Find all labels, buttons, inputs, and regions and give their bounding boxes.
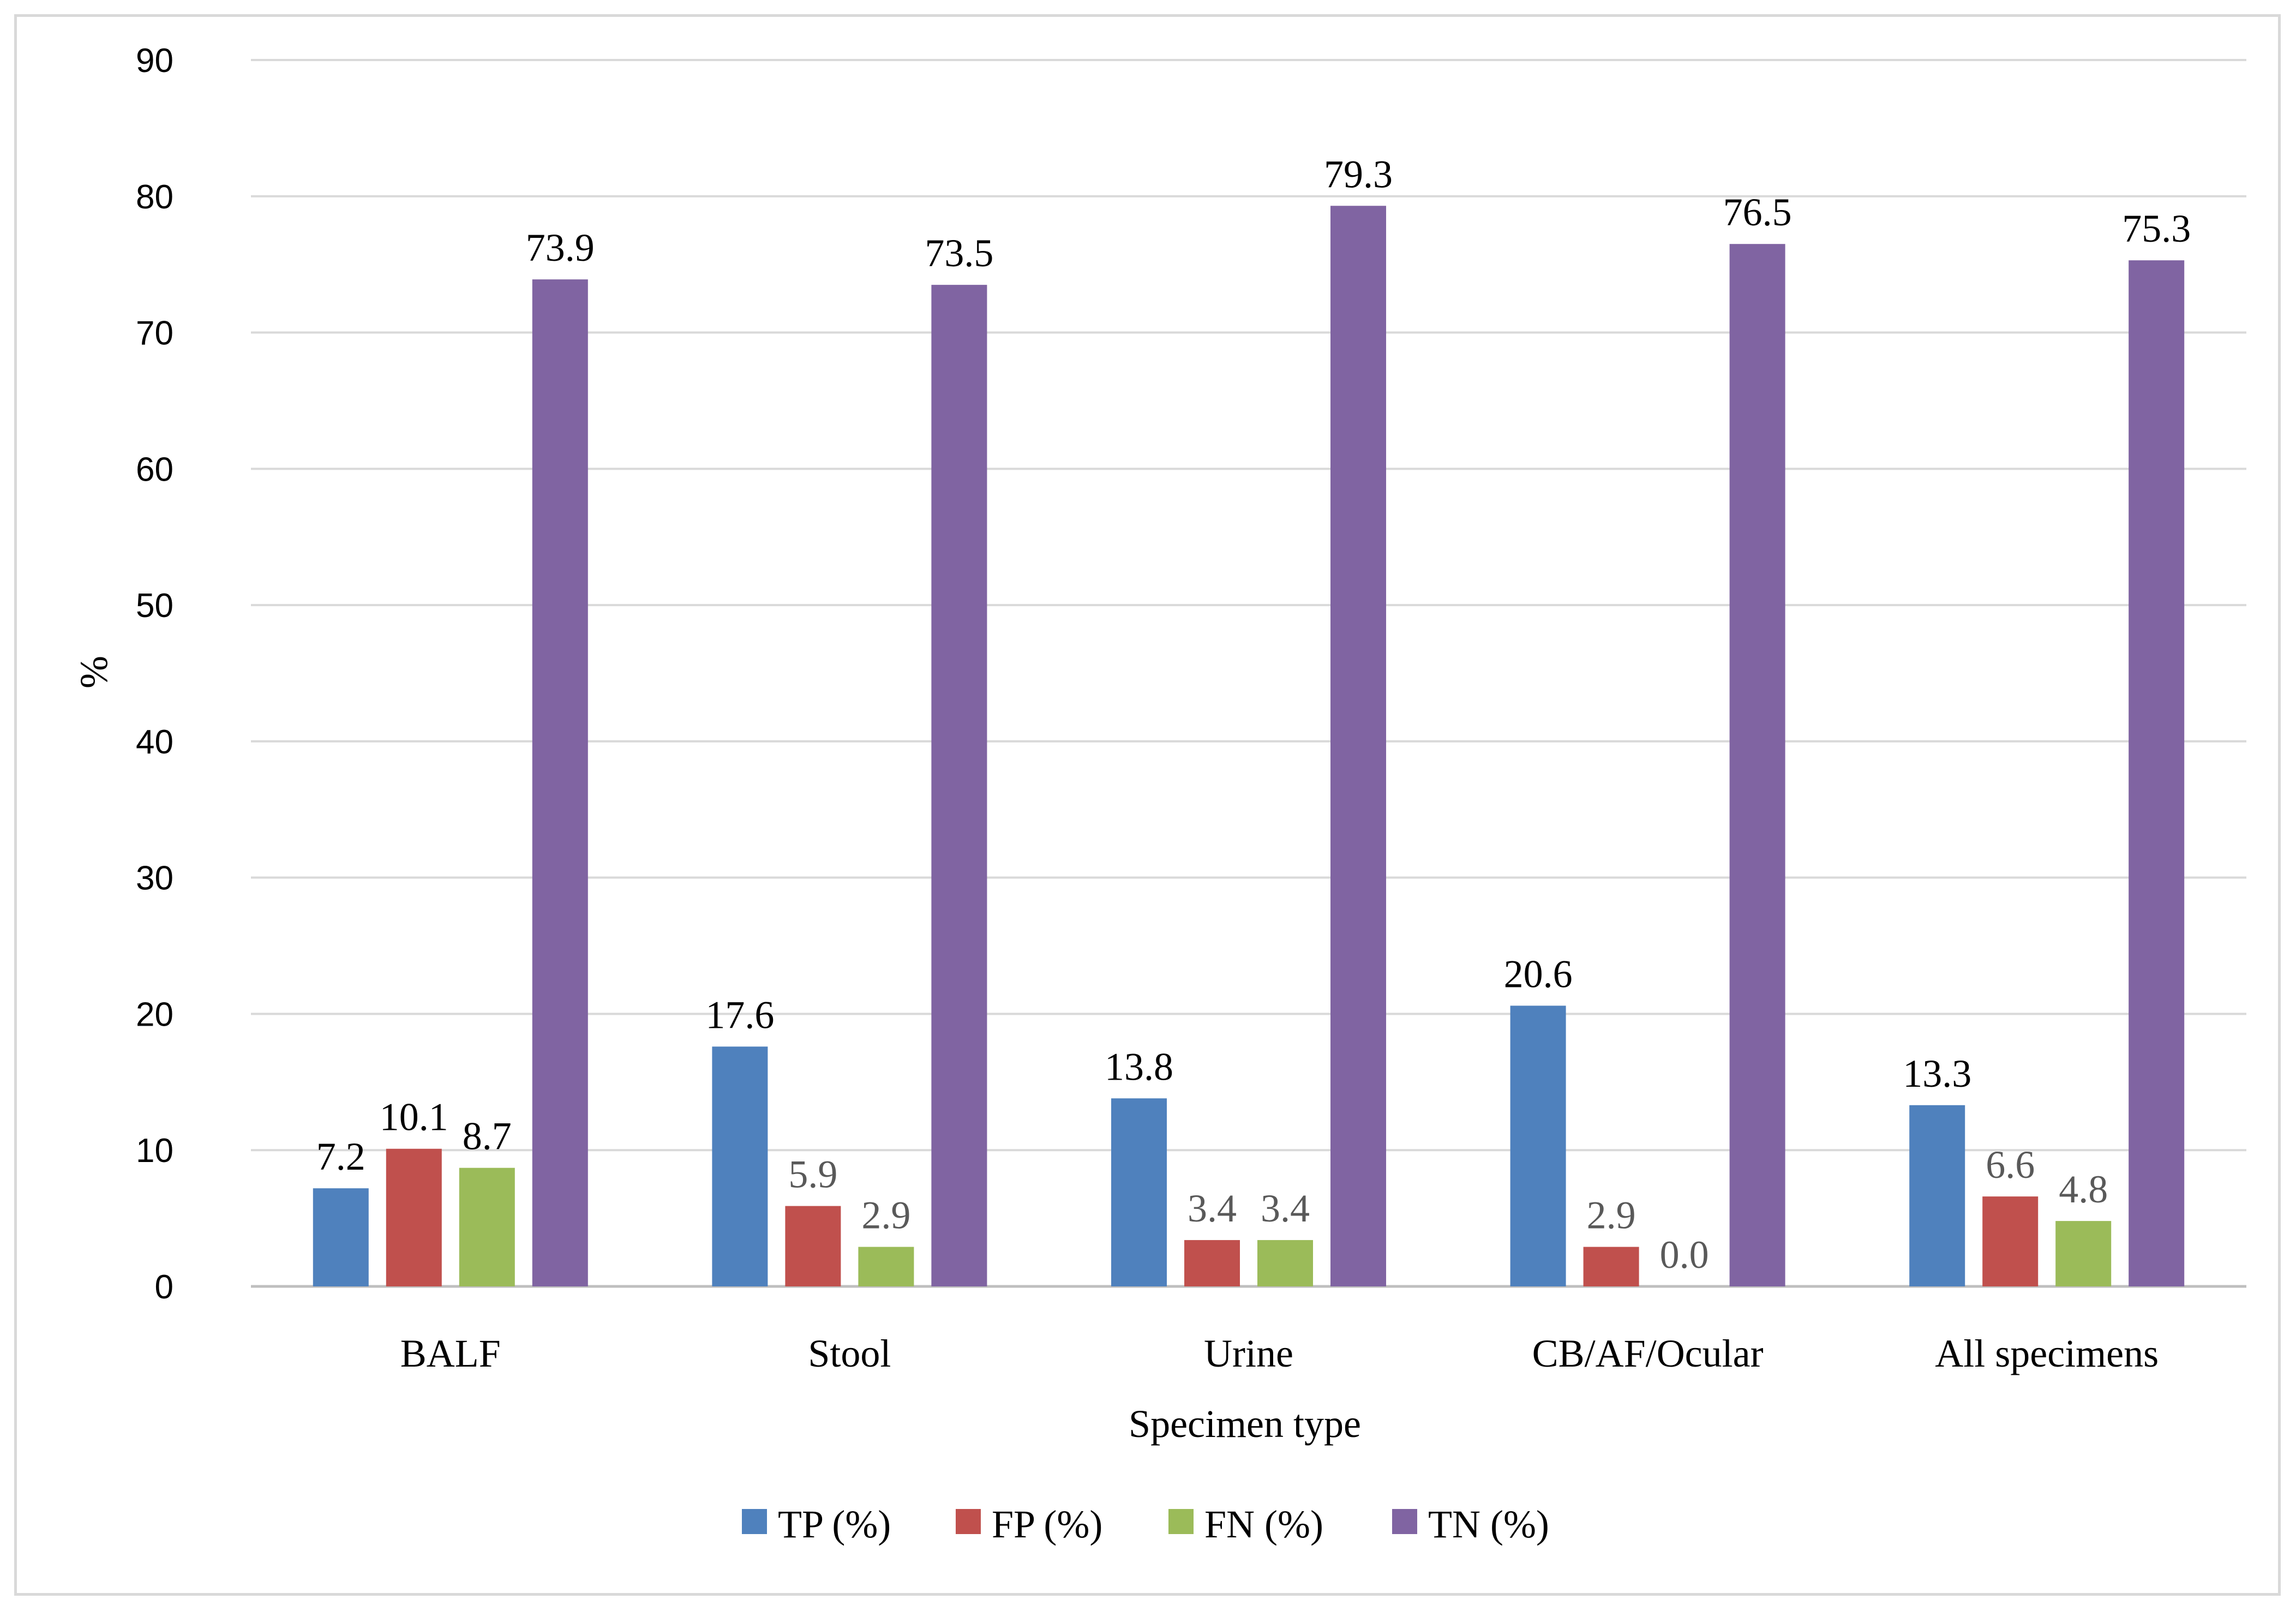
y-axis-ticks: 0 10 20 30 40 50 60 70 80 90 (136, 42, 173, 1306)
data-label: 73.5 (925, 231, 993, 275)
bar (1909, 1105, 1965, 1286)
data-label: 2.9 (861, 1194, 910, 1237)
x-category-label: CB/AF/Ocular (1532, 1332, 1764, 1375)
data-label: 13.8 (1105, 1045, 1173, 1088)
x-axis-categories: BALF Stool Urine CB/AF/Ocular All specimens (400, 1332, 2159, 1375)
bar (2055, 1221, 2112, 1286)
chart-frame (14, 14, 2281, 1596)
data-label: 0.0 (1660, 1233, 1709, 1277)
bar (712, 1046, 768, 1286)
legend-swatch (1392, 1509, 1417, 1534)
bar (386, 1148, 442, 1286)
y-tick-label: 70 (136, 315, 173, 352)
legend-swatch (956, 1509, 981, 1534)
data-label: 20.6 (1504, 952, 1573, 996)
y-tick-label: 20 (136, 996, 173, 1033)
bars (313, 206, 2185, 1287)
y-tick-label: 30 (136, 860, 173, 897)
data-label: 7.2 (316, 1135, 365, 1178)
bar (785, 1206, 841, 1286)
bar (1982, 1196, 2039, 1286)
data-label: 5.9 (788, 1153, 837, 1196)
legend-swatch (1168, 1509, 1194, 1534)
data-label: 17.6 (705, 993, 774, 1037)
legend-label: FN (%) (1204, 1502, 1323, 1546)
y-tick-label: 80 (136, 178, 173, 216)
x-category-label: BALF (400, 1332, 501, 1375)
y-tick-label: 0 (155, 1268, 173, 1306)
x-axis-title: Specimen type (1129, 1402, 1361, 1446)
data-label: 4.8 (2059, 1167, 2108, 1211)
x-category-label: Urine (1204, 1332, 1293, 1375)
bar (1257, 1240, 1313, 1286)
data-label: 13.3 (1903, 1052, 1971, 1095)
bar (1111, 1098, 1167, 1286)
y-tick-label: 90 (136, 42, 173, 80)
legend: TP (%) FP (%) FN (%) TN (%) (742, 1502, 1549, 1546)
data-label: 3.4 (1261, 1187, 1310, 1230)
data-labels: 7.2 10.1 8.7 73.9 17.6 5.9 2.9 73.5 13.8 3.4 3.4 79… (316, 152, 2191, 1277)
legend-swatch (742, 1509, 767, 1534)
data-label: 8.7 (463, 1115, 512, 1158)
bar (313, 1188, 369, 1286)
data-label: 3.4 (1188, 1187, 1237, 1230)
data-label: 73.9 (526, 226, 595, 270)
bar (532, 279, 588, 1286)
y-tick-label: 60 (136, 451, 173, 488)
bar (2129, 260, 2185, 1286)
bar (1583, 1247, 1639, 1286)
data-label: 75.3 (2122, 207, 2191, 250)
x-category-label: All specimens (1935, 1332, 2159, 1375)
bar (858, 1247, 914, 1286)
data-label: 2.9 (1587, 1194, 1636, 1237)
legend-label: TP (%) (778, 1502, 891, 1546)
bar (1510, 1005, 1566, 1286)
data-label: 76.5 (1723, 190, 1792, 234)
bar (1330, 206, 1386, 1286)
y-tick-label: 10 (136, 1132, 173, 1170)
x-category-label: Stool (808, 1332, 891, 1375)
y-axis-title: % (72, 656, 116, 688)
legend-label: FP (%) (992, 1502, 1102, 1546)
y-tick-label: 40 (136, 723, 173, 761)
legend-label: TN (%) (1428, 1502, 1549, 1546)
bar (459, 1167, 515, 1286)
data-label: 6.6 (1986, 1143, 2035, 1187)
bar (1729, 244, 1785, 1287)
data-label: 79.3 (1324, 152, 1393, 196)
bar (1184, 1240, 1240, 1286)
data-label: 10.1 (380, 1095, 448, 1139)
bar (931, 285, 987, 1287)
y-tick-label: 50 (136, 587, 173, 625)
